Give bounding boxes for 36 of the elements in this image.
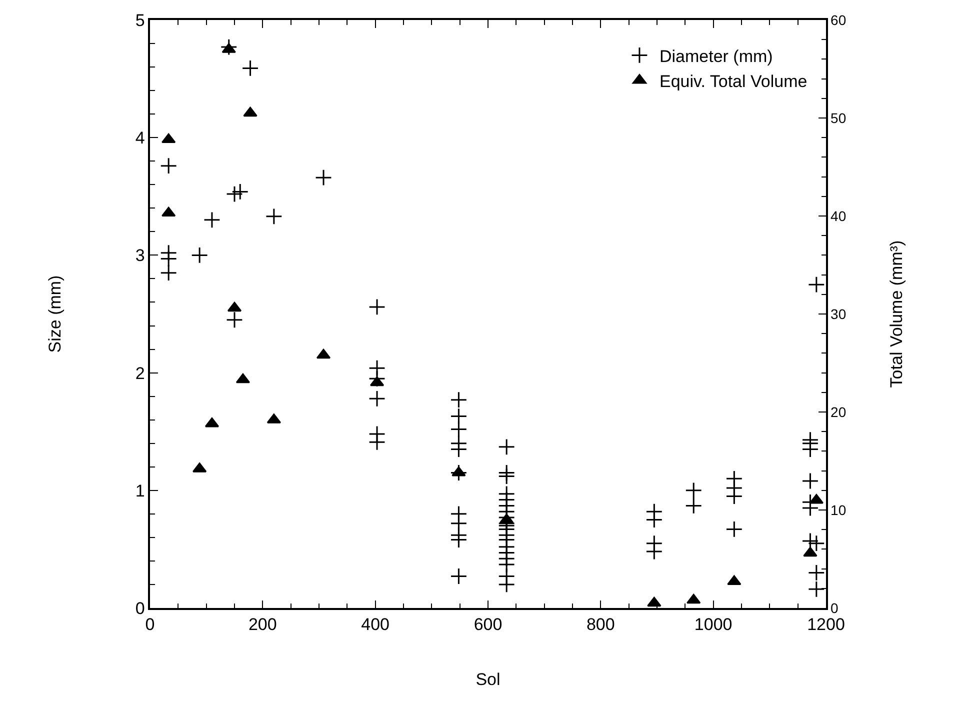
y2-axis-title: Total Volume (mm³) (887, 240, 906, 388)
legend-label: Diameter (mm) (659, 46, 773, 66)
y-axis-title: Size (mm) (45, 275, 64, 353)
x-tick-label: 200 (248, 615, 277, 634)
point (809, 494, 824, 504)
y2-tick-label: 60 (830, 12, 846, 28)
point (236, 373, 250, 384)
y2-tick-label: 50 (830, 110, 846, 126)
x-tick-label: 600 (474, 615, 502, 634)
x-tick-label: 1200 (807, 615, 845, 634)
x-tick-label: 800 (586, 615, 615, 634)
point (316, 348, 331, 359)
y2-tick-label: 30 (830, 306, 846, 322)
y-tick-label: 4 (135, 128, 145, 148)
y-tick-label: 2 (135, 364, 145, 383)
y2-tick-label: 0 (830, 600, 839, 616)
y-tick-label: 0 (135, 598, 145, 618)
y2-tick-label: 40 (830, 208, 846, 224)
point (370, 376, 384, 386)
y2-tick-label: 20 (830, 404, 846, 420)
legend-label: Equiv. Total Volume (659, 72, 808, 91)
point (227, 302, 242, 312)
x-axis-title: Sol (476, 670, 500, 690)
point (161, 206, 176, 217)
y-tick-label: 1 (135, 481, 145, 500)
point (647, 596, 662, 607)
y2-tick-label: 10 (830, 502, 846, 518)
x-tick-label: 400 (361, 615, 390, 634)
point (803, 546, 818, 557)
point (686, 594, 701, 604)
y-tick-label: 5 (135, 10, 145, 30)
point (243, 106, 258, 117)
x-tick-label: 1000 (694, 615, 732, 634)
y-tick-label: 3 (135, 246, 145, 266)
point (161, 133, 176, 144)
point (727, 575, 742, 586)
